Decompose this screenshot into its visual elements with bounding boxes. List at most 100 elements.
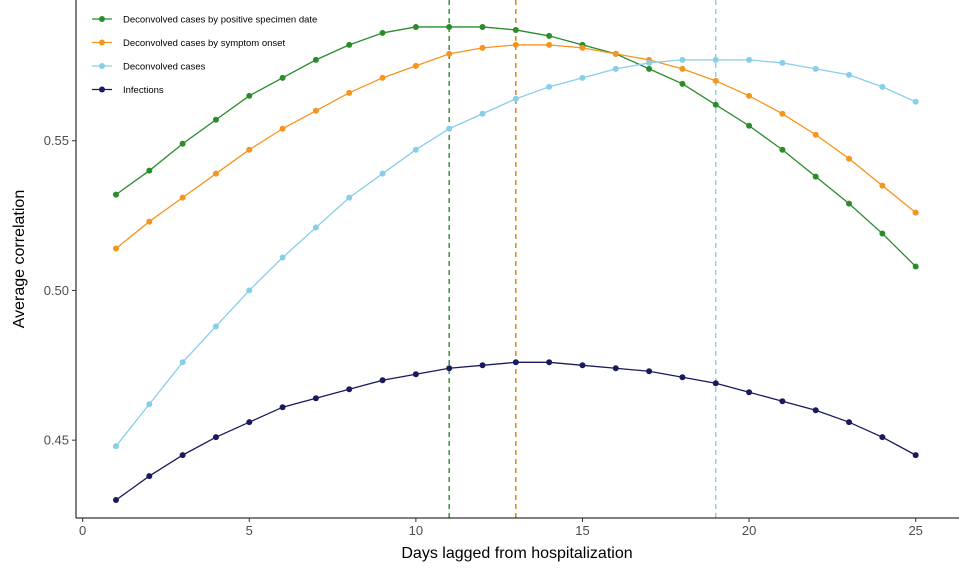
y-tick-label: 0.45 [44,433,69,448]
data-point [113,246,119,252]
legend-label: Deconvolved cases by positive specimen d… [123,15,317,26]
data-point [380,30,386,36]
data-point [913,210,919,216]
data-point [579,45,585,51]
data-point [380,171,386,177]
data-point [813,132,819,138]
legend-swatch-point [99,87,105,93]
y-tick-label: 0.55 [44,133,69,148]
data-point [879,84,885,90]
data-point [813,407,819,413]
data-point [646,66,652,72]
data-point [413,147,419,153]
data-point [546,84,552,90]
data-point [579,362,585,368]
x-ticks: 0 5 10 15 20 25 [79,518,923,538]
data-point [313,57,319,63]
data-point [280,126,286,132]
data-point [346,386,352,392]
data-point [446,126,452,132]
data-point [713,57,719,63]
data-point [246,147,252,153]
data-point [679,66,685,72]
x-tick-label: 15 [575,523,589,538]
data-point [213,323,219,329]
data-point [380,75,386,81]
data-point [246,287,252,293]
data-point [546,33,552,39]
data-point [613,51,619,57]
data-point [146,401,152,407]
data-point [480,45,486,51]
data-point [613,66,619,72]
x-tick-label: 25 [908,523,922,538]
data-point [180,141,186,147]
data-point [280,75,286,81]
data-point [446,24,452,30]
data-point [413,371,419,377]
data-point [446,365,452,371]
data-point [713,102,719,108]
data-point [846,72,852,78]
legend-swatch-point [99,40,105,46]
data-point [180,452,186,458]
data-point [679,81,685,87]
data-point [180,195,186,201]
data-point [779,111,785,117]
data-point [413,63,419,69]
data-point [546,42,552,48]
data-point [746,93,752,99]
data-point [779,147,785,153]
legend-item: Deconvolved cases by symptom onset [92,38,285,49]
legend: Deconvolved cases by positive specimen d… [92,15,317,97]
data-point [313,395,319,401]
data-point [879,434,885,440]
data-point [746,57,752,63]
data-point [746,123,752,129]
data-point [146,473,152,479]
legend-label: Deconvolved cases [123,62,206,73]
data-point [313,108,319,114]
data-point [180,359,186,365]
x-tick-label: 0 [79,523,86,538]
legend-item: Infections [92,85,164,96]
legend-item: Deconvolved cases [92,62,206,73]
data-point [246,93,252,99]
data-point [846,201,852,207]
data-point [346,90,352,96]
data-point [313,225,319,231]
data-point [480,24,486,30]
data-point [713,78,719,84]
data-point [213,171,219,177]
data-point [446,51,452,57]
data-point [746,389,752,395]
data-point [879,231,885,237]
data-point [480,111,486,117]
data-point [513,42,519,48]
y-ticks: 0.45 0.50 0.55 [44,133,76,447]
data-point [280,404,286,410]
data-point [779,398,785,404]
axes [76,0,959,518]
y-tick-label: 0.50 [44,283,69,298]
data-point [779,60,785,66]
x-tick-label: 20 [742,523,756,538]
data-point [713,380,719,386]
legend-label: Infections [123,85,164,96]
data-point [813,174,819,180]
data-point [113,443,119,449]
data-point [480,362,486,368]
data-point [213,117,219,123]
data-point [913,263,919,269]
data-point [913,99,919,105]
data-point [646,60,652,66]
legend-swatch-point [99,16,105,22]
data-point [646,368,652,374]
data-point [113,497,119,503]
data-point [380,377,386,383]
data-point [346,195,352,201]
data-point [146,219,152,225]
data-point [513,27,519,33]
data-point [613,365,619,371]
